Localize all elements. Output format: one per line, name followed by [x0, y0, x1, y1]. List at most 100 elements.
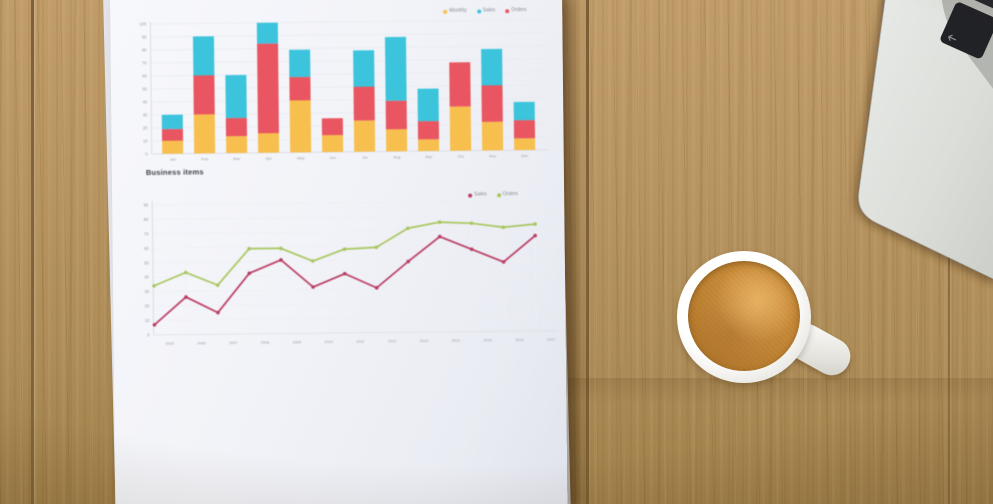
- gridline-vertical: [343, 202, 346, 333]
- bar-segment: [449, 62, 471, 107]
- x-tick-label: 2006: [197, 341, 205, 345]
- gridline: [153, 287, 558, 292]
- bar-segment: [161, 114, 183, 130]
- espresso-coffee-surface: [688, 261, 800, 371]
- y-tick-label: 80: [142, 47, 147, 52]
- gridline: [151, 84, 547, 90]
- data-point: [247, 246, 251, 251]
- gridline: [152, 214, 557, 220]
- data-point: [374, 286, 379, 290]
- gridline: [150, 19, 547, 25]
- bar-segment: [225, 117, 248, 137]
- data-point: [533, 233, 537, 238]
- bar-segment: [417, 121, 440, 140]
- x-tick-label: 2013: [420, 339, 428, 343]
- data-point: [311, 285, 315, 289]
- y-tick-label: 40: [142, 99, 147, 104]
- data-point: [437, 234, 442, 239]
- data-point: [215, 283, 220, 287]
- x-tick-label: 2012: [388, 339, 396, 343]
- bar-segment: [289, 76, 311, 101]
- laptop-key: [940, 2, 993, 59]
- data-point: [533, 222, 537, 226]
- data-point: [279, 258, 283, 262]
- x-tick-label: 2007: [229, 341, 237, 345]
- data-point: [501, 225, 506, 230]
- data-point: [152, 284, 156, 288]
- bar-segment: [192, 36, 215, 76]
- x-tick-label: 2014: [452, 339, 460, 343]
- gridline-vertical: [502, 201, 505, 332]
- bar-segment: [513, 101, 535, 121]
- report-content: 0 10 20 30 40 50 60 70 80 90 100 Jan Feb Mar Apr May Jun…: [110, 0, 567, 504]
- y-tick-label: 90: [144, 202, 149, 207]
- gridline: [151, 149, 548, 155]
- data-point: [216, 310, 220, 315]
- y-tick-label: 0: [145, 151, 148, 156]
- laptop-key-glyph: [948, 34, 957, 41]
- gridline-vertical: [280, 203, 283, 334]
- gridline: [153, 315, 558, 321]
- y-tick-label: 90: [142, 34, 147, 39]
- bar-segment: [514, 138, 536, 151]
- bar-segment: [321, 118, 343, 136]
- y-tick-label: 70: [144, 231, 149, 236]
- bar-segment: [257, 43, 279, 134]
- bar-segment: [289, 49, 311, 78]
- stacked-bar-chart: 0 10 20 30 40 50 60 70 80 90 100 Jan Feb Mar Apr May Jun…: [139, 19, 548, 162]
- bar-segment: [384, 36, 407, 101]
- y-tick-label: 20: [143, 125, 148, 130]
- bar-segment: [193, 114, 216, 154]
- x-tick-label: 2015: [483, 338, 491, 342]
- gridline: [151, 97, 548, 103]
- x-tick-label: 2011: [356, 340, 364, 344]
- data-point: [279, 246, 283, 251]
- y-tick-label: 0: [147, 332, 150, 337]
- bar-segment: [353, 86, 375, 121]
- x-tick-label: Jul: [362, 155, 367, 160]
- gridline-vertical: [311, 203, 314, 334]
- y-axis: [149, 21, 153, 154]
- y-tick-label: 70: [142, 60, 147, 65]
- bar-segment: [513, 120, 536, 139]
- bar-segment: [418, 139, 440, 152]
- x-tick-label: Jun: [329, 155, 336, 160]
- report-paper: 0 10 20 30 40 50 60 70 80 90 100 Jan Feb Mar Apr May Jun…: [110, 0, 568, 504]
- y-tick-label: 80: [144, 217, 149, 222]
- gridline: [152, 243, 557, 249]
- x-tick-label: Mar: [233, 156, 241, 161]
- laptop-body: [858, 0, 993, 279]
- wood-plank-seam: [948, 218, 950, 504]
- wood-plank-seam: [31, 0, 34, 504]
- data-point: [152, 323, 157, 327]
- x-tick-label: Jan: [169, 157, 176, 162]
- wood-plank-seam: [586, 0, 589, 504]
- gridline: [152, 229, 557, 235]
- gridline: [151, 123, 548, 129]
- y-tick-label: 40: [144, 275, 149, 280]
- x-tick-label: May: [297, 155, 305, 160]
- y-tick-label: 50: [142, 86, 147, 91]
- data-point: [469, 221, 474, 226]
- gridline-vertical: [375, 202, 378, 333]
- data-point: [374, 245, 379, 250]
- y-tick-label: 20: [145, 304, 150, 309]
- bar-segment: [257, 133, 280, 153]
- x-tick-label: 2016: [515, 338, 523, 342]
- gridline: [150, 71, 547, 77]
- bar-segment: [417, 88, 439, 122]
- x-tick-label: Nov: [489, 153, 496, 158]
- data-point: [406, 226, 410, 231]
- x-tick-label: 2010: [324, 340, 332, 344]
- bar-segment: [481, 85, 503, 122]
- bar-segment: [353, 120, 376, 152]
- bar-segment: [289, 100, 312, 153]
- x-tick-label: 2005: [165, 342, 173, 346]
- gridline: [152, 200, 557, 206]
- x-tick-label: 2009: [293, 340, 301, 344]
- data-point: [342, 271, 347, 276]
- gridline: [151, 136, 548, 142]
- bar-segment: [256, 22, 279, 44]
